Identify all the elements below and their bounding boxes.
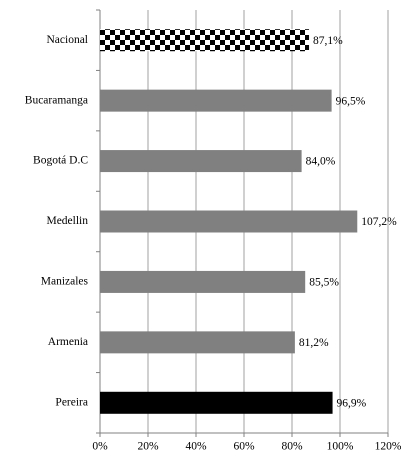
x-tick-label: 60% [233, 441, 255, 453]
bar [100, 331, 295, 354]
y-tick-label: Bogotá D.C [33, 155, 88, 167]
x-tick-label: 100% [327, 441, 354, 453]
x-tick-label: 0% [92, 441, 108, 453]
bar [100, 270, 306, 293]
y-tick-label: Manizales [41, 276, 89, 288]
value-label: 84,0% [306, 156, 336, 168]
x-tick-label: 120% [375, 441, 401, 453]
bar [100, 89, 332, 112]
value-label: 96,5% [336, 95, 366, 107]
y-tick-label: Medellin [46, 215, 88, 227]
value-label: 96,9% [337, 397, 367, 409]
bar [100, 391, 333, 414]
x-tick-label: 80% [281, 441, 303, 453]
value-label: 87,1% [313, 35, 343, 47]
value-label: 81,2% [299, 337, 329, 349]
y-tick-label: Bucaramanga [25, 94, 88, 106]
x-tick-label: 40% [185, 441, 207, 453]
value-label: 107,2% [361, 216, 397, 228]
value-label: 85,5% [309, 277, 339, 289]
bar [100, 210, 358, 233]
y-tick-label: Armenia [48, 336, 88, 348]
y-tick-label: Nacional [46, 34, 88, 46]
x-tick-label: 20% [137, 441, 159, 453]
bar [100, 29, 310, 52]
bar [100, 150, 302, 173]
y-tick-label: Pereira [55, 396, 88, 408]
